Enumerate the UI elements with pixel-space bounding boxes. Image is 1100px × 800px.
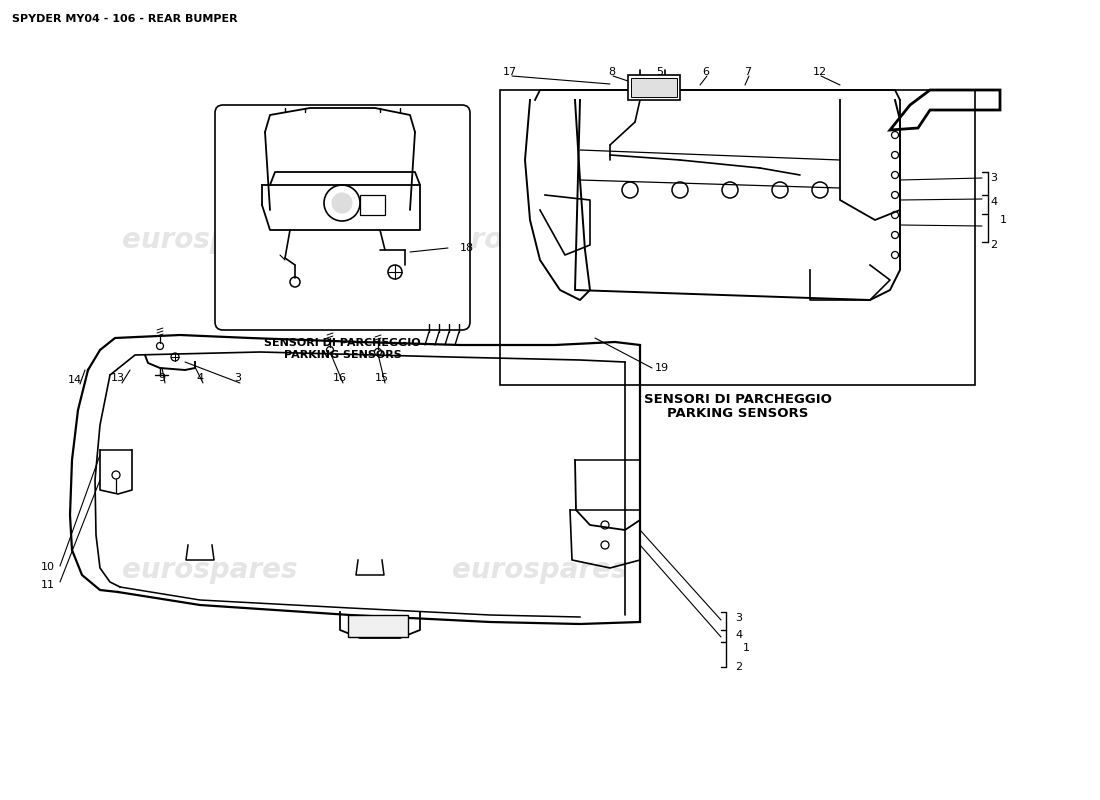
Text: eurospares: eurospares	[432, 226, 607, 254]
Text: SENSORI DI PARCHEGGIO: SENSORI DI PARCHEGGIO	[264, 338, 421, 348]
Text: 4: 4	[735, 630, 743, 640]
Text: PARKING SENSORS: PARKING SENSORS	[284, 350, 402, 360]
Bar	[631, 78, 676, 97]
Text: 9: 9	[158, 373, 166, 383]
Text: 3: 3	[990, 173, 997, 183]
Text: 19: 19	[654, 363, 669, 373]
Text: eurospares: eurospares	[122, 556, 298, 584]
Text: PARKING SENSORS: PARKING SENSORS	[667, 407, 808, 420]
Text: 15: 15	[375, 373, 389, 383]
Bar	[360, 195, 385, 215]
Text: eurospares: eurospares	[122, 226, 298, 254]
Text: SPYDER MY04 - 106 - REAR BUMPER: SPYDER MY04 - 106 - REAR BUMPER	[12, 14, 238, 24]
Text: eurospares: eurospares	[452, 556, 628, 584]
Text: 7: 7	[745, 67, 751, 77]
Bar	[628, 75, 680, 100]
Text: SENSORI DI PARCHEGGIO: SENSORI DI PARCHEGGIO	[644, 393, 832, 406]
Text: 4: 4	[990, 197, 997, 207]
Bar	[500, 90, 975, 385]
Text: 1: 1	[1000, 215, 1006, 225]
Text: 13: 13	[111, 373, 125, 383]
Text: 11: 11	[41, 580, 55, 590]
Bar	[348, 615, 408, 637]
Text: 6: 6	[703, 67, 710, 77]
Text: 14: 14	[68, 375, 82, 385]
Text: 3: 3	[234, 373, 242, 383]
Text: 1: 1	[742, 643, 750, 653]
Text: 17: 17	[503, 67, 517, 77]
FancyBboxPatch shape	[214, 105, 470, 330]
Text: 2: 2	[990, 240, 997, 250]
Text: 18: 18	[460, 243, 474, 253]
Text: 2: 2	[735, 662, 743, 672]
Text: 4: 4	[197, 373, 204, 383]
Text: 8: 8	[608, 67, 616, 77]
Text: 16: 16	[333, 373, 346, 383]
Text: 3: 3	[735, 613, 743, 623]
Text: 10: 10	[41, 562, 55, 572]
Circle shape	[332, 193, 352, 213]
Text: 12: 12	[813, 67, 827, 77]
Text: 5: 5	[657, 67, 663, 77]
